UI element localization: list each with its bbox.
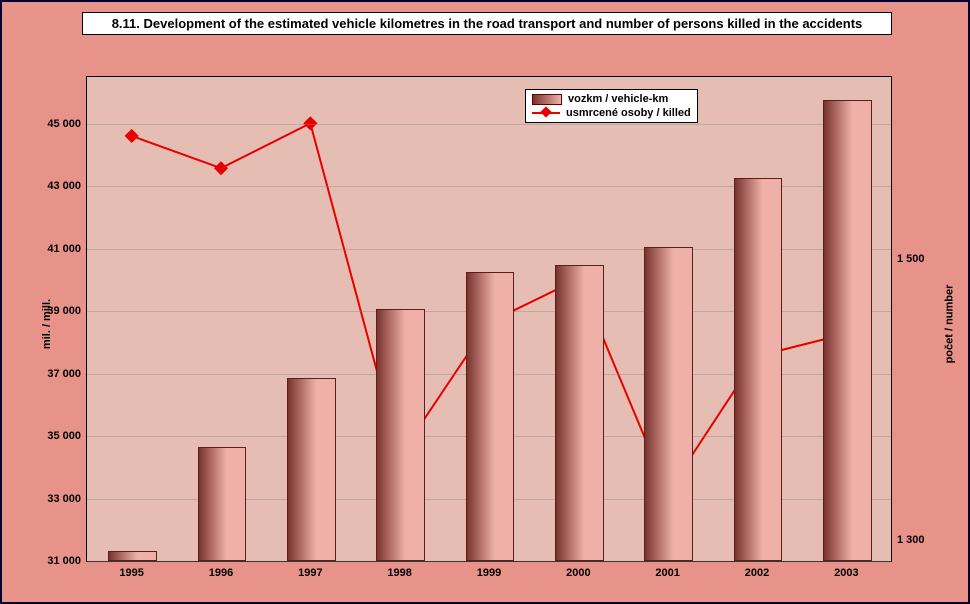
plot-area: vozkm / vehicle-km usmrcené osoby / kill… (86, 76, 892, 562)
x-tick: 1996 (209, 567, 233, 579)
line-marker (125, 129, 139, 143)
bar (823, 100, 871, 561)
y-tick-left: 35 000 (47, 430, 81, 442)
bar (287, 378, 335, 561)
y-axis-right-label: počet / number (943, 285, 955, 364)
gridline (87, 561, 891, 562)
y-axis-left-label: mil. / mill. (41, 299, 53, 349)
chart-title: 8.11. Development of the estimated vehic… (82, 12, 892, 35)
x-tick: 2003 (834, 567, 858, 579)
bar (466, 272, 514, 561)
legend-bar-label: vozkm / vehicle-km (568, 93, 668, 105)
y-tick-right: 1 500 (897, 253, 925, 265)
x-tick: 1997 (298, 567, 322, 579)
legend-line-swatch (532, 107, 560, 119)
gridline (87, 124, 891, 125)
x-tick: 1999 (477, 567, 501, 579)
legend-item-line: usmrcené osoby / killed (532, 106, 691, 120)
bar (198, 447, 246, 561)
x-tick: 2000 (566, 567, 590, 579)
y-tick-left: 37 000 (47, 368, 81, 380)
y-tick-left: 43 000 (47, 180, 81, 192)
x-tick: 1998 (387, 567, 411, 579)
y-tick-left: 33 000 (47, 493, 81, 505)
legend-line-label: usmrcené osoby / killed (566, 107, 691, 119)
bar (644, 247, 692, 561)
bar (108, 551, 156, 561)
legend: vozkm / vehicle-km usmrcené osoby / kill… (525, 89, 698, 123)
chart-frame: 8.11. Development of the estimated vehic… (0, 0, 970, 604)
legend-bar-swatch (532, 94, 562, 105)
y-tick-left: 41 000 (47, 243, 81, 255)
legend-item-bars: vozkm / vehicle-km (532, 92, 691, 106)
x-tick: 2002 (745, 567, 769, 579)
y-tick-left: 45 000 (47, 118, 81, 130)
y-tick-right: 1 300 (897, 534, 925, 546)
bar (555, 265, 603, 561)
x-tick: 2001 (655, 567, 679, 579)
bar (376, 309, 424, 561)
line-marker (214, 161, 228, 175)
y-tick-left: 31 000 (47, 555, 81, 567)
x-tick: 1995 (119, 567, 143, 579)
bar (734, 178, 782, 561)
